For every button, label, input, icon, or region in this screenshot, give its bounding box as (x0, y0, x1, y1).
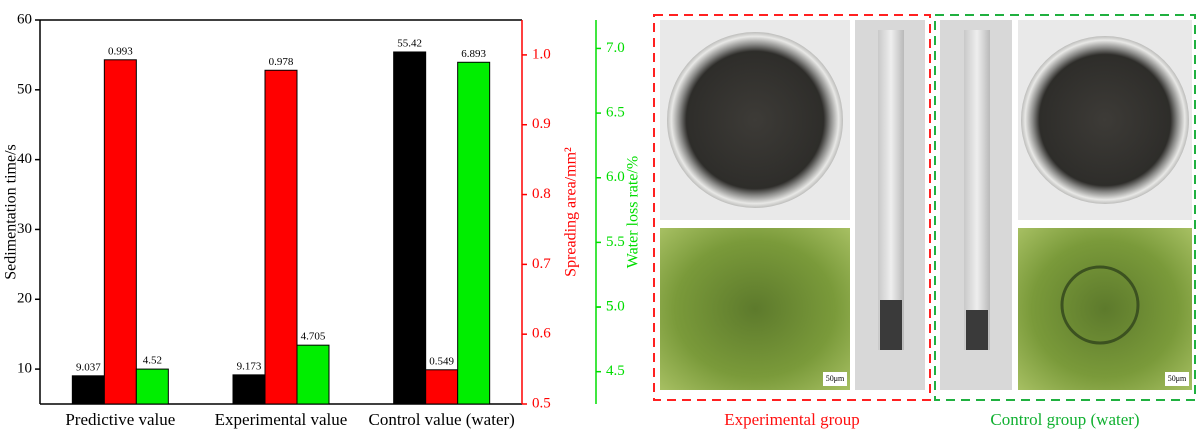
tick-label: 0.7 (532, 256, 551, 272)
value-label: 4.705 (301, 331, 326, 343)
figure: 1020304050600.50.60.70.80.91.04.555.05.5… (0, 0, 1201, 433)
tick-label: 0.5 (532, 395, 551, 411)
tick-label: 4.5 (606, 363, 625, 379)
chart: 1020304050600.50.60.70.80.91.04.555.05.5… (3, 11, 642, 428)
photo-sediment (966, 310, 988, 350)
axis-title: Water loss rate/% (625, 156, 642, 268)
tick-label: 0.9 (532, 116, 551, 132)
tick-label: 0.8 (532, 186, 551, 202)
tick-label: 6.5 (606, 105, 625, 121)
x-tick-label: Predictive value (65, 410, 175, 429)
caption: Experimental group (724, 410, 860, 429)
value-label: 0.549 (429, 355, 454, 367)
bar (104, 60, 136, 404)
axis-title: Spreading area/mm² (563, 147, 580, 277)
bar (136, 369, 168, 404)
value-label: 9.173 (237, 360, 262, 372)
tick-label: 0.6 (532, 326, 551, 342)
tick-label: 5.0 (606, 298, 625, 314)
tick-label: 7.0 (606, 40, 625, 56)
bar (72, 376, 104, 404)
photo-sediment (880, 300, 902, 350)
value-label: 55.42 (397, 38, 422, 50)
bar (394, 52, 426, 404)
bar (233, 375, 265, 404)
tick-label: 60 (17, 11, 32, 27)
caption: Control group (water) (990, 410, 1139, 429)
photo-dish (667, 32, 843, 208)
photo-micro (660, 228, 850, 390)
tick-label: 1.0 (532, 46, 551, 62)
value-label: 0.978 (269, 56, 294, 68)
x-tick-label: Control value (water) (368, 410, 514, 429)
tick-label: 5.5 (606, 234, 625, 250)
photo-panels: 50μm 50μm Experimental group Control gro… (654, 15, 1195, 429)
tick-label: 50 (17, 81, 32, 97)
tick-label: 10 (17, 361, 32, 377)
value-label: 9.037 (76, 361, 101, 373)
axis-title: Sedimentation time/s (3, 144, 20, 280)
tick-label: 20 (17, 291, 32, 307)
tick-label: 6.0 (606, 169, 625, 185)
value-label: 6.893 (461, 48, 486, 60)
bar (297, 345, 329, 404)
bar (458, 62, 490, 404)
scale-label: 50μm (1168, 374, 1187, 383)
photo-cylinder (964, 30, 990, 350)
photo-dish (1021, 36, 1189, 204)
bar (265, 70, 297, 404)
scale-label: 50μm (826, 374, 845, 383)
x-tick-label: Experimental value (215, 410, 348, 429)
photo-micro (1018, 228, 1192, 390)
bar (426, 370, 458, 404)
value-label: 0.993 (108, 45, 133, 57)
value-label: 4.52 (143, 355, 162, 367)
